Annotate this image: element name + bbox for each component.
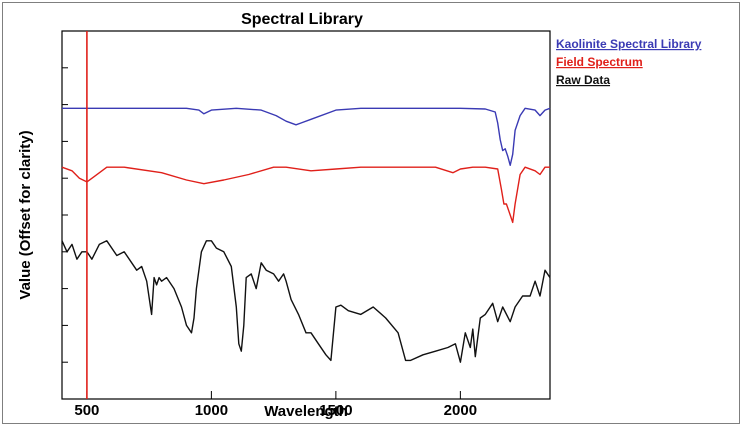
y-axis-label: Value (Offset for clarity) [17, 130, 34, 299]
series-lines [61, 31, 551, 399]
series-line-2 [61, 240, 551, 363]
window-frame [2, 2, 740, 424]
series-line-0 [62, 107, 551, 167]
x-tick-label: 1500 [319, 402, 352, 419]
x-axis-label: Wavelength [264, 403, 348, 420]
legend-entry: Raw Data [556, 73, 610, 87]
plot-area: 500 1000 1500 2000 [61, 30, 551, 419]
y-axis-ticks [62, 67, 68, 363]
legend: Kaolinite Spectral Library Field Spectrum… [556, 37, 702, 87]
x-tick-label: 500 [74, 402, 99, 419]
x-tick-label: 2000 [444, 402, 477, 419]
series-line-1 [61, 166, 550, 224]
x-tick-label: 1000 [195, 402, 228, 419]
legend-entry: Kaolinite Spectral Library [556, 37, 702, 51]
chart-title: Spectral Library [241, 11, 363, 28]
legend-entry: Field Spectrum [556, 55, 643, 69]
